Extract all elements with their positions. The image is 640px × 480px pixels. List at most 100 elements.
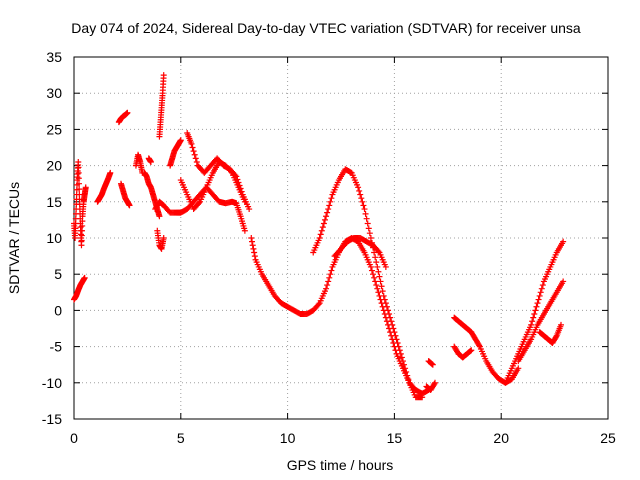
- data-point: [395, 343, 402, 350]
- series-arc-8: [152, 184, 248, 234]
- x-tick-label: 0: [70, 430, 78, 446]
- data-point: [431, 379, 438, 386]
- data-point: [373, 259, 380, 266]
- data-point: [324, 282, 331, 289]
- data-point: [235, 179, 242, 186]
- y-tick-label: 10: [46, 230, 62, 246]
- series-arc-16: [515, 278, 567, 365]
- data-point: [75, 169, 82, 176]
- data-point: [370, 271, 377, 278]
- data-point: [323, 213, 330, 220]
- y-tick-label: -5: [50, 339, 63, 355]
- data-point: [373, 282, 380, 289]
- data-point: [355, 184, 362, 191]
- data-point: [382, 300, 389, 307]
- data-point: [394, 339, 401, 346]
- data-point: [367, 263, 374, 270]
- data-point: [381, 296, 388, 303]
- y-tick-label: -15: [42, 411, 62, 427]
- data-point: [251, 249, 258, 256]
- data-point: [528, 321, 535, 328]
- series-arc-dip-4: [154, 227, 167, 252]
- data-point: [315, 301, 322, 308]
- data-point: [327, 271, 334, 278]
- series-arc-12: [425, 358, 436, 368]
- series-arc-14: [451, 343, 475, 361]
- data-point: [147, 158, 154, 165]
- data-point: [238, 188, 245, 195]
- data-point: [318, 227, 325, 234]
- series-arc-early-spike: [71, 158, 89, 249]
- data-point: [387, 314, 394, 321]
- data-point: [468, 347, 475, 354]
- data-point: [250, 245, 257, 252]
- data-point: [530, 314, 537, 321]
- data-point: [377, 278, 384, 285]
- data-point: [536, 292, 543, 299]
- data-point: [382, 263, 389, 270]
- data-point: [375, 248, 382, 255]
- data-point: [368, 267, 375, 274]
- chart-title: Day 074 of 2024, Sidereal Day-to-day VTE…: [71, 20, 581, 36]
- data-point: [325, 206, 332, 213]
- data-point: [529, 318, 536, 325]
- data-point: [404, 372, 411, 379]
- y-tick-label: 20: [46, 158, 62, 174]
- data-point: [553, 333, 560, 340]
- data-point: [188, 140, 195, 147]
- y-tick-label: 0: [54, 302, 62, 318]
- series-arc-4: [132, 151, 146, 176]
- data-point: [192, 155, 199, 162]
- series-arc-mid-hump: [331, 235, 389, 270]
- data-point: [560, 238, 567, 245]
- y-tick-label: -10: [42, 375, 62, 391]
- data-point: [237, 185, 244, 192]
- data-point: [82, 184, 89, 191]
- series-arc-2: [115, 109, 131, 126]
- data-point: [429, 361, 436, 368]
- data-point: [386, 311, 393, 318]
- data-point: [393, 336, 400, 343]
- data-point: [357, 191, 364, 198]
- data-point: [389, 321, 396, 328]
- series-arc-main-hump: [310, 166, 426, 401]
- data-point: [379, 288, 386, 295]
- data-point: [234, 176, 241, 183]
- data-point: [241, 227, 248, 234]
- data-point: [429, 361, 436, 368]
- data-point: [405, 376, 412, 383]
- series-arc-10: [184, 130, 253, 213]
- data-point: [476, 342, 483, 349]
- data-point: [403, 368, 410, 375]
- data-point: [232, 172, 239, 179]
- data-point: [539, 282, 546, 289]
- series-arc-5: [141, 169, 163, 220]
- grid-lines: [74, 57, 608, 419]
- series-arc-15: [502, 238, 567, 386]
- data-point: [323, 285, 330, 292]
- data-point: [538, 285, 545, 292]
- data-point: [397, 350, 404, 357]
- data-point: [358, 195, 365, 202]
- data-point: [374, 263, 381, 270]
- data-point: [189, 144, 196, 151]
- series-arc-1: [94, 169, 114, 205]
- y-axis-label: SDTVAR / TECUs: [6, 182, 22, 294]
- data-point: [328, 195, 335, 202]
- data-point: [391, 329, 398, 336]
- data-point: [535, 296, 542, 303]
- data-point: [372, 254, 379, 261]
- data-point: [347, 169, 354, 176]
- series-arc-early-low: [71, 274, 88, 303]
- series-arc-11: [423, 379, 438, 394]
- data-point: [326, 274, 333, 281]
- data-point: [191, 151, 198, 158]
- data-point: [388, 318, 395, 325]
- data-point: [374, 285, 381, 292]
- data-point: [107, 169, 114, 176]
- y-tick-label: 5: [54, 266, 62, 282]
- data-point: [537, 289, 544, 296]
- data-point: [126, 202, 133, 209]
- series-arc-spike-4: [156, 72, 167, 140]
- data-point: [249, 238, 255, 245]
